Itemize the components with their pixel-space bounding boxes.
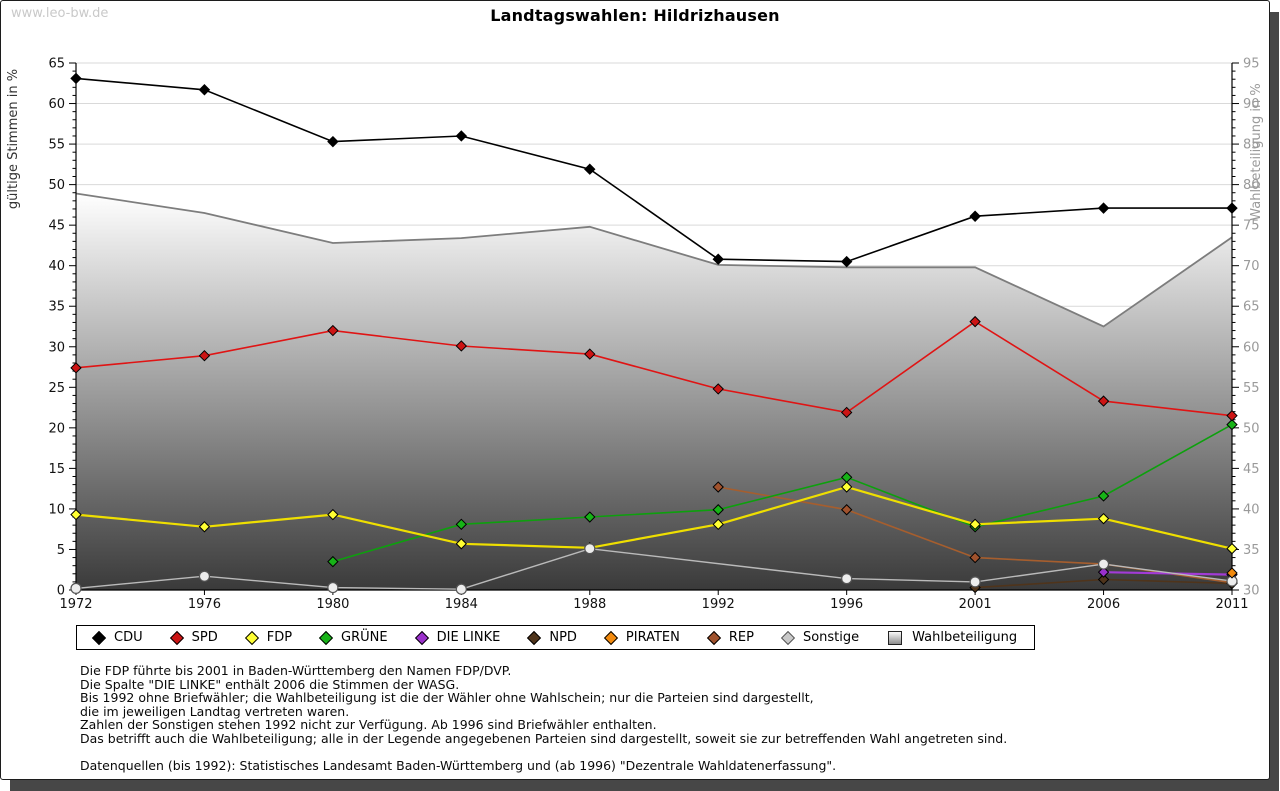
svg-text:65: 65 [48, 57, 65, 72]
svg-text:1976: 1976 [188, 597, 221, 612]
legend-item-fdp: FDP [244, 630, 293, 645]
svg-text:15: 15 [48, 462, 65, 477]
right-axis-ticks: 30 35 40 45 50 55 60 65 70 75 80 85 90 95 [1232, 57, 1260, 599]
footnote-line: Datenquellen (bis 1992): Statistisches L… [80, 758, 837, 774]
legend-label: GRÜNE [341, 630, 388, 645]
svg-text:10: 10 [48, 502, 65, 517]
legend-item-sonstige: Sonstige [780, 630, 860, 645]
legend-label: NPD [549, 630, 577, 645]
series-CDU [70, 72, 1238, 268]
svg-text:30: 30 [48, 340, 65, 355]
footnote-line: Die FDP führte bis 2001 in Baden-Württem… [80, 663, 512, 678]
legend-label: PIRATEN [625, 630, 680, 645]
legend-item-cdu: CDU [91, 630, 143, 645]
svg-text:75: 75 [1243, 219, 1260, 234]
svg-text:2011: 2011 [1215, 597, 1248, 612]
legend-label: REP [728, 630, 754, 645]
svg-text:35: 35 [1243, 543, 1260, 558]
chart-legend: CDU SPD FDP GRÜNE DIE LINKE NPD PIRATEN REP Sons… [76, 625, 1036, 650]
legend-marker-icon [706, 630, 721, 645]
svg-text:40: 40 [48, 259, 65, 274]
election-line-chart: 0 5 10 15 20 25 30 35 40 45 50 55 60 65 30 35 40 45 50 55 60… [1, 1, 1271, 621]
svg-text:2006: 2006 [1087, 597, 1120, 612]
footnote-line: die im jeweiligen Landtag vertreten ware… [80, 703, 350, 719]
footnote-line [80, 746, 1007, 760]
svg-text:1972: 1972 [59, 597, 92, 612]
svg-text:60: 60 [48, 97, 65, 112]
legend-marker-icon [414, 630, 429, 645]
svg-text:35: 35 [48, 300, 65, 315]
svg-text:1988: 1988 [573, 597, 606, 612]
right-axis-title: Wahlbeteiligung in % [1249, 83, 1264, 220]
svg-text:70: 70 [1243, 259, 1260, 274]
series-SPD [70, 315, 1238, 422]
legend-marker-icon [527, 630, 542, 645]
legend-item-wahlbeteiligung: Wahlbeteiligung [888, 630, 1017, 645]
svg-text:90: 90 [1243, 97, 1260, 112]
legend-label: CDU [114, 630, 143, 645]
svg-text:1984: 1984 [445, 597, 478, 612]
legend-marker-icon [169, 630, 184, 645]
series-FDP [70, 481, 1238, 555]
svg-text:2001: 2001 [959, 597, 992, 612]
svg-text:25: 25 [48, 381, 65, 396]
watermark-url: www.leo-bw.de [11, 6, 109, 21]
footnote-line: Zahlen der Sonstigen stehen 1992 nicht z… [80, 717, 657, 733]
footnote-line: Das betrifft auch die Wahlbeteiligung; a… [80, 730, 1008, 746]
legend-marker-icon [244, 630, 259, 645]
svg-text:55: 55 [48, 138, 65, 153]
svg-text:60: 60 [1243, 340, 1260, 355]
footnote-line: Die Spalte "DIE LINKE" enthält 2006 die … [80, 676, 460, 692]
turnout-area-series [75, 192, 1233, 590]
legend-item-die-linke: DIE LINKE [414, 630, 501, 645]
svg-text:1992: 1992 [702, 597, 735, 612]
legend-item-spd: SPD [169, 630, 218, 645]
legend-item-rep: REP [706, 630, 754, 645]
series-PIRATEN [1226, 567, 1238, 579]
legend-label: Wahlbeteiligung [912, 630, 1018, 645]
svg-text:1996: 1996 [830, 597, 863, 612]
svg-text:20: 20 [48, 421, 65, 436]
svg-text:95: 95 [1243, 57, 1260, 72]
svg-text:80: 80 [1243, 178, 1260, 193]
legend-marker-icon [318, 630, 334, 645]
svg-text:45: 45 [1243, 462, 1260, 477]
legend-label: DIE LINKE [436, 630, 501, 645]
left-axis-title: gültige Stimmen in % [6, 69, 21, 209]
svg-text:0: 0 [57, 584, 65, 599]
series-Sonstige [70, 543, 1238, 595]
legend-label: FDP [266, 630, 293, 645]
legend-label: Sonstige [802, 630, 860, 645]
legend-item-piraten: PIRATEN [603, 630, 680, 645]
svg-text:85: 85 [1243, 138, 1260, 153]
legend-marker-icon [91, 630, 107, 645]
svg-text:55: 55 [1243, 381, 1260, 396]
svg-text:1980: 1980 [316, 597, 349, 612]
legend-item-grüne: GRÜNE [318, 630, 388, 645]
chart-title: Landtagswahlen: Hildrizhausen [490, 6, 780, 25]
svg-text:45: 45 [48, 219, 65, 234]
svg-text:30: 30 [1243, 584, 1260, 599]
legend-label: SPD [191, 630, 218, 645]
legend-marker-icon [780, 630, 796, 645]
chart-card: www.leo-bw.de Landtagswahlen: Hildrizhau… [0, 0, 1270, 780]
svg-text:50: 50 [1243, 421, 1260, 436]
left-axis-ticks: 0 5 10 15 20 25 30 35 40 45 50 55 60 65 [48, 57, 76, 599]
legend-item-npd: NPD [527, 630, 577, 645]
legend-marker-icon [888, 630, 903, 645]
chart-footnotes: Die FDP führte bis 2001 in Baden-Württem… [80, 664, 1007, 773]
footnote-line: Bis 1992 ohne Briefwähler; die Wahlbetei… [80, 690, 814, 706]
legend-marker-icon [603, 630, 618, 645]
svg-text:65: 65 [1243, 300, 1260, 315]
svg-text:5: 5 [57, 543, 65, 558]
svg-text:40: 40 [1243, 502, 1260, 517]
axes [75, 63, 1233, 591]
x-axis-ticks: 1972 1976 1980 1984 1988 1992 1996 2001 2006 2011 [59, 590, 1249, 612]
svg-text:50: 50 [48, 178, 65, 193]
series-GRÜNE [327, 418, 1238, 568]
